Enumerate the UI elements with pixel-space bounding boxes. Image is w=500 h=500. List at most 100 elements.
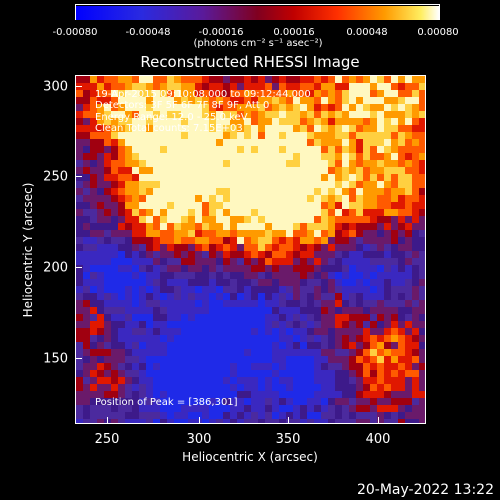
heatmap-cell [230, 384, 237, 391]
heatmap-cell [398, 181, 405, 188]
heatmap-cell [118, 398, 125, 405]
heatmap-cell [300, 321, 307, 328]
heatmap-cell [321, 398, 328, 405]
heatmap-cell [202, 90, 209, 97]
heatmap-cell [349, 97, 356, 104]
heatmap-cell [258, 209, 265, 216]
heatmap-cell [104, 258, 111, 265]
heatmap-cell [363, 90, 370, 97]
heatmap-cell [258, 153, 265, 160]
heatmap-cell [104, 244, 111, 251]
heatmap-cell [286, 160, 293, 167]
heatmap-cell [321, 293, 328, 300]
heatmap-cell [384, 328, 391, 335]
heatmap-cell [244, 279, 251, 286]
heatmap-cell [132, 314, 139, 321]
heatmap-cell [307, 321, 314, 328]
heatmap-cell [384, 83, 391, 90]
heatmap-cell [391, 412, 398, 419]
heatmap-cell [139, 125, 146, 132]
heatmap-cell [391, 160, 398, 167]
heatmap-cell [209, 328, 216, 335]
heatmap-cell [391, 363, 398, 370]
heatmap-cell [174, 300, 181, 307]
heatmap-cell [97, 314, 104, 321]
heatmap-cell [195, 370, 202, 377]
heatmap-cell [384, 405, 391, 412]
heatmap-cell [125, 160, 132, 167]
heatmap-cell [90, 146, 97, 153]
heatmap-cell [181, 384, 188, 391]
heatmap-cell [272, 342, 279, 349]
heatmap-cell [363, 405, 370, 412]
heatmap-cell [97, 125, 104, 132]
heatmap-cell [195, 104, 202, 111]
heatmap-cell [125, 370, 132, 377]
heatmap-cell [335, 139, 342, 146]
heatmap-cell [223, 398, 230, 405]
heatmap-cell [223, 258, 230, 265]
heatmap-cell [174, 405, 181, 412]
heatmap-cell [356, 293, 363, 300]
heatmap-cell [405, 146, 412, 153]
heatmap-cell [202, 293, 209, 300]
heatmap-cell [90, 370, 97, 377]
heatmap-cell [258, 83, 265, 90]
heatmap-cell [356, 230, 363, 237]
heatmap-cell [97, 356, 104, 363]
heatmap-cell [181, 398, 188, 405]
heatmap-cell [209, 363, 216, 370]
heatmap-cell [258, 293, 265, 300]
heatmap-cell [258, 111, 265, 118]
heatmap-cell [314, 398, 321, 405]
heatmap-cell [272, 398, 279, 405]
heatmap-cell [209, 230, 216, 237]
heatmap-cell [202, 307, 209, 314]
heatmap-cell [272, 377, 279, 384]
heatmap-cell [321, 118, 328, 125]
heatmap-cell [356, 300, 363, 307]
heatmap-cell [230, 342, 237, 349]
heatmap-cell [188, 412, 195, 419]
heatmap-cell [412, 181, 419, 188]
heatmap-cell [125, 300, 132, 307]
heatmap-cell [419, 216, 425, 223]
heatmap-cell [111, 405, 118, 412]
heatmap-cell [160, 349, 167, 356]
heatmap-cell [167, 384, 174, 391]
heatmap-cell [370, 279, 377, 286]
heatmap-cell [279, 384, 286, 391]
heatmap-cell [174, 286, 181, 293]
heatmap-cell [335, 202, 342, 209]
heatmap-cell [265, 174, 272, 181]
heatmap-cell [342, 293, 349, 300]
heatmap-cell [405, 328, 412, 335]
x-tick-mark [288, 417, 289, 424]
heatmap-cell [384, 111, 391, 118]
heatmap-cell [342, 398, 349, 405]
heatmap-cell [300, 111, 307, 118]
heatmap-cell [419, 188, 425, 195]
heatmap-cell [223, 328, 230, 335]
heatmap-cell [349, 132, 356, 139]
heatmap-cell [223, 384, 230, 391]
heatmap-cell [202, 251, 209, 258]
heatmap-cell [90, 335, 97, 342]
heatmap-cell [202, 195, 209, 202]
heatmap-cell [167, 370, 174, 377]
heatmap-cell [377, 125, 384, 132]
heatmap-cell [90, 391, 97, 398]
heatmap-cell [363, 258, 370, 265]
heatmap-cell [181, 405, 188, 412]
heatmap-cell [370, 216, 377, 223]
heatmap-cell [300, 307, 307, 314]
heatmap-cell [167, 188, 174, 195]
heatmap-cell [314, 300, 321, 307]
heatmap-cell [195, 279, 202, 286]
heatmap-cell [419, 412, 425, 419]
heatmap-cell [335, 153, 342, 160]
heatmap-cell [307, 398, 314, 405]
heatmap-cell [321, 391, 328, 398]
heatmap-cell [377, 314, 384, 321]
heatmap-cell [377, 160, 384, 167]
